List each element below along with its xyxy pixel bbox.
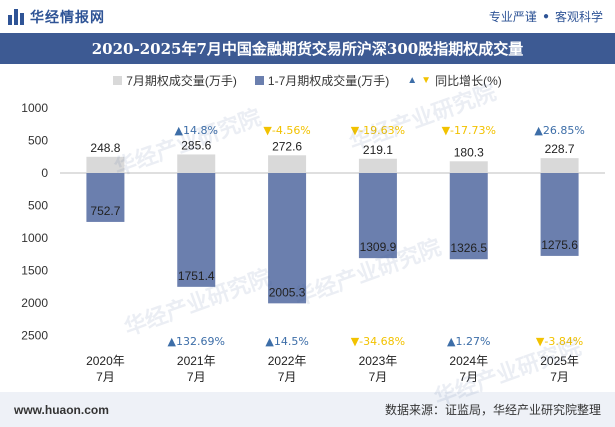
y-tick-label: 1000	[21, 101, 48, 115]
x-tick-label-month: 7月	[459, 370, 478, 384]
y-tick-label: 2000	[21, 296, 48, 310]
legend-item-ytd: 1-7月期权成交量(万手)	[254, 72, 390, 89]
growth-label-ytd: ▲14.5%	[265, 335, 308, 348]
legend-swatch-monthly	[113, 75, 123, 85]
legend-label-ytd: 1-7月期权成交量(万手)	[267, 73, 390, 88]
y-tick-label: 1000	[21, 231, 48, 245]
brand: 华经情报网	[8, 7, 105, 27]
bar-monthly	[540, 158, 579, 173]
x-tick-label-month: 7月	[369, 370, 388, 384]
y-tick-label: 500	[28, 134, 48, 148]
bar-ytd	[449, 173, 488, 260]
bar-monthly	[268, 155, 307, 173]
bar-ytd	[540, 173, 579, 256]
growth-label-monthly: ▼-19.63%	[351, 124, 405, 137]
top-bar: 华经情报网 专业严谨 ● 客观科学	[0, 0, 615, 33]
bar-monthly	[449, 161, 488, 173]
data-label-ytd: 2005.3	[269, 285, 306, 299]
y-tick-label: 1500	[21, 264, 48, 278]
chart-legend: 7月期权成交量(万手) 1-7月期权成交量(万手) ▲ ▼ 同比增长(%)	[0, 70, 615, 90]
y-tick-label: 500	[28, 199, 48, 213]
x-tick-label-year: 2022年	[268, 354, 307, 368]
bar-monthly	[86, 156, 125, 173]
x-tick-label-year: 2023年	[359, 354, 398, 368]
growth-label-ytd: ▲1.27%	[447, 335, 490, 348]
growth-label-monthly: ▼-17.73%	[442, 124, 496, 137]
bar-ytd	[268, 173, 307, 304]
data-label-monthly: 180.3	[454, 145, 484, 159]
data-label-monthly: 219.1	[363, 143, 393, 157]
data-label-monthly: 272.6	[272, 139, 302, 153]
data-label-monthly: 248.8	[90, 141, 120, 155]
growth-label-ytd: ▼-3.84%	[536, 335, 583, 348]
data-label-ytd: 1326.5	[450, 241, 487, 255]
x-tick-label-year: 2025年	[540, 354, 579, 368]
triangle-up-icon: ▲	[407, 74, 418, 86]
triangle-down-icon: ▼	[421, 74, 432, 86]
legend-swatch-ytd	[254, 75, 264, 85]
growth-label-monthly: ▼-4.56%	[263, 124, 310, 137]
footer-site: www.huaon.com	[14, 402, 109, 417]
growth-label-ytd: ▼-34.68%	[351, 335, 405, 348]
legend-label-monthly: 7月期权成交量(万手)	[126, 73, 237, 88]
bar-ytd	[358, 173, 397, 259]
legend-item-growth: ▲ ▼ 同比增长(%)	[407, 72, 501, 89]
data-label-monthly: 228.7	[545, 142, 575, 156]
slogan-left: 专业严谨	[488, 10, 537, 24]
slogan-right: 客观科学	[554, 10, 603, 24]
x-tick-label-month: 7月	[96, 370, 115, 384]
growth-label-monthly: ▲14.8%	[175, 124, 218, 137]
chart-plot: 1000 500 0 500 1000 1500 2000 2500 248.8 752.7 202…	[21, 101, 605, 384]
bar-ytd	[86, 173, 125, 222]
y-tick-label: 0	[41, 166, 48, 180]
growth-label-ytd: ▲132.69%	[168, 335, 225, 348]
chart-title: 2020-2025年7月中国金融期货交易所沪深300股指期权成交量	[0, 33, 615, 64]
data-label-ytd: 1309.9	[360, 240, 397, 254]
brand-logo-icon	[8, 8, 24, 25]
x-tick-label-year: 2020年	[86, 354, 125, 368]
y-tick-label: 2500	[21, 329, 48, 343]
footer-source: 数据来源：证监局，华经产业研究院整理	[384, 403, 601, 417]
bar-monthly	[177, 154, 216, 173]
x-tick-label-month: 7月	[187, 370, 206, 384]
data-label-ytd: 1751.4	[178, 269, 215, 283]
bar-ytd	[177, 173, 216, 287]
brand-name: 华经情报网	[30, 8, 105, 25]
data-label-ytd: 1275.6	[541, 238, 578, 252]
bar-monthly	[358, 158, 397, 173]
x-tick-label-year: 2021年	[177, 354, 216, 368]
x-tick-label-year: 2024年	[449, 354, 488, 368]
x-tick-label-month: 7月	[278, 370, 297, 384]
growth-label-monthly: ▲26.85%	[534, 124, 584, 137]
slogan: 专业严谨 ● 客观科学	[489, 8, 603, 25]
footer: www.huaon.com 数据来源：证监局，华经产业研究院整理	[0, 392, 615, 427]
bullet-icon: ●	[542, 11, 549, 22]
x-tick-label-month: 7月	[550, 370, 569, 384]
legend-label-growth: 同比增长(%)	[435, 73, 502, 88]
legend-item-monthly: 7月期权成交量(万手)	[113, 72, 237, 89]
data-label-ytd: 752.7	[90, 204, 120, 218]
data-label-monthly: 285.6	[181, 138, 211, 152]
